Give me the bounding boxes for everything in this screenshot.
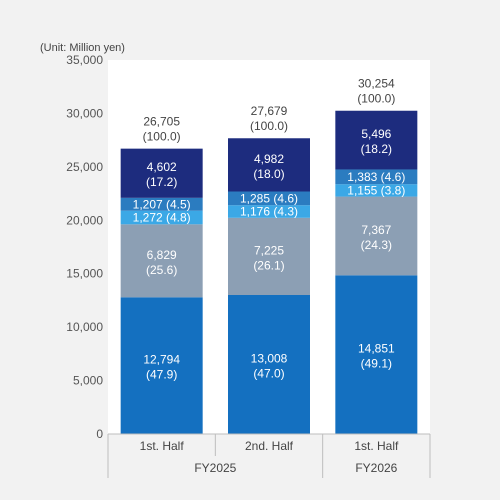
bar-share-label: (24.3): [361, 238, 392, 252]
bar-segment: [120, 197, 203, 211]
bar-segment: [335, 110, 418, 170]
bar-share-label: (26.1): [253, 258, 284, 272]
bar-stack-group: 12,794(47.9) 6,829(25.6) 1,272 (4.8)1,207 …: [120, 77, 418, 434]
y-tick-label: 15,000: [66, 267, 103, 281]
bar-data-label: 5,496: [361, 127, 391, 141]
x-group-label: FY2025: [194, 461, 236, 475]
unit-label: (Unit: Million yen): [40, 42, 125, 54]
bar-data-label: 12,794: [143, 353, 180, 367]
x-axis: 1st. Half 2nd. Half 1st. Half FY2025 FY2026: [107, 433, 431, 478]
bar-segment: [120, 210, 203, 225]
bar-segment: [228, 205, 310, 218]
y-tick-label: 25,000: [66, 160, 103, 174]
y-tick-label: 30,000: [66, 106, 103, 120]
y-tick-label: 10,000: [66, 320, 103, 334]
bar-data-label: 1,285 (4.6): [240, 191, 298, 205]
bar-segment: [120, 148, 203, 198]
bar-segment: [228, 138, 310, 192]
bar-data-label: 7,367: [361, 223, 391, 237]
bar-data-label: 13,008: [251, 352, 288, 366]
bar-data-label: 1,383 (4.6): [347, 170, 405, 184]
total-value-label: 27,679: [251, 104, 288, 118]
bar-segment: [335, 275, 418, 434]
total-share-label: (100.0): [250, 119, 288, 133]
total-value-label: 26,705: [143, 115, 180, 129]
bar-share-label: (47.9): [146, 368, 177, 382]
bar-data-label: 7,225: [254, 243, 284, 257]
bar-segment: [120, 297, 203, 434]
bar-data-label: 4,982: [254, 152, 284, 166]
bar-share-label: (49.1): [361, 357, 392, 371]
bar-data-label: 1,272 (4.8): [133, 211, 191, 225]
x-category-label: 2nd. Half: [245, 439, 294, 453]
x-category-label: 1st. Half: [140, 439, 185, 453]
bar-segment: [335, 196, 418, 276]
bar-data-label: 1,155 (3.8): [347, 183, 405, 197]
y-tick-label: 5,000: [73, 374, 103, 388]
y-axis: 0 5,000 10,000 15,000 20,000 25,000 30,000 35,0…: [66, 53, 103, 441]
bar-segment: [335, 169, 418, 185]
bar-data-label: 6,829: [147, 248, 177, 262]
bar-share-label: (18.2): [361, 142, 392, 156]
bar-segment: [335, 184, 418, 197]
bar-segment: [228, 191, 310, 206]
bar-share-label: (17.2): [146, 175, 177, 189]
bar-data-label: 1,176 (4.3): [240, 205, 298, 219]
x-category-label: 1st. Half: [354, 439, 399, 453]
bar-segment: [228, 295, 310, 434]
bar-data-label: 1,207 (4.5): [133, 197, 191, 211]
bar-share-label: (25.6): [146, 263, 177, 277]
y-tick-label: 0: [96, 427, 103, 441]
bar-segment: [120, 224, 203, 298]
bar-data-label: 14,851: [358, 342, 395, 356]
total-share-label: (100.0): [143, 130, 181, 144]
total-value-label: 30,254: [358, 77, 395, 91]
x-group-label: FY2026: [355, 461, 397, 475]
bar-data-label: 4,602: [147, 160, 177, 174]
bar-segment: [228, 217, 310, 296]
bar-share-label: (47.0): [253, 367, 284, 381]
total-share-label: (100.0): [357, 92, 395, 106]
y-tick-label: 20,000: [66, 213, 103, 227]
bar-share-label: (18.0): [253, 167, 284, 181]
y-tick-label: 35,000: [66, 53, 103, 67]
